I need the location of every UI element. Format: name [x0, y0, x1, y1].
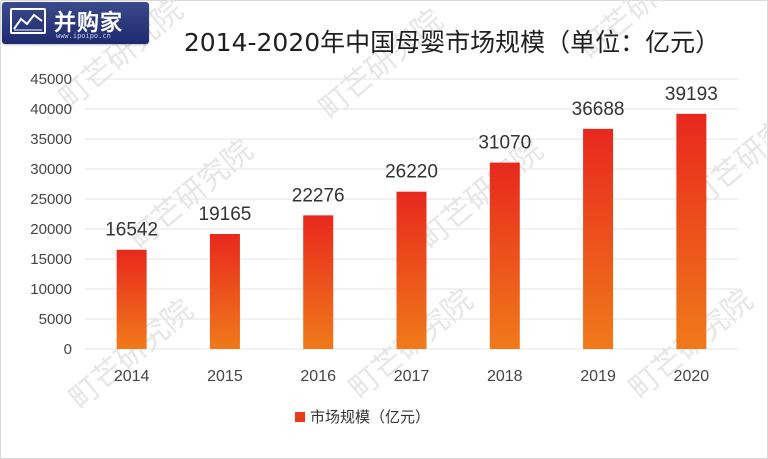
y-tick-label: 15000: [30, 251, 72, 268]
chart-title: 2014-2020年中国母婴市场规模（单位：亿元）: [184, 28, 720, 57]
y-tick-label: 20000: [30, 221, 72, 238]
data-label: 16542: [105, 220, 158, 241]
legend-label: 市场规模（亿元）: [310, 408, 430, 426]
x-tick-label: 2015: [207, 368, 243, 385]
x-tick-label: 2017: [394, 368, 430, 385]
x-tick-label: 2016: [300, 368, 336, 385]
y-tick-label: 35000: [30, 131, 72, 148]
x-tick-label: 2020: [674, 368, 710, 385]
x-tick-label: 2014: [114, 368, 150, 385]
gridlines: [85, 78, 738, 350]
bar: [396, 191, 427, 349]
data-label: 19165: [199, 204, 252, 225]
y-tick-label: 0: [64, 341, 72, 358]
bar: [489, 162, 520, 349]
y-tick-label: 25000: [30, 191, 72, 208]
bar: [116, 249, 147, 349]
x-axis-ticks: 2014 2015 2016 2017 2018 2019 2020: [114, 368, 709, 385]
y-tick-label: 10000: [30, 281, 72, 298]
data-labels: 16542 19165 22276 26220 31070 36688 39193: [105, 84, 718, 241]
bar: [676, 113, 707, 349]
y-tick-label: 45000: [30, 71, 72, 88]
watermark-text: 町芒研究院: [313, 3, 450, 126]
bars: [116, 113, 707, 349]
data-label: 31070: [478, 133, 531, 154]
data-label: 22276: [292, 185, 345, 206]
x-tick-label: 2019: [580, 368, 616, 385]
logo: 并购家 www.ipoipo.cn: [2, 2, 149, 44]
data-label: 26220: [385, 162, 438, 183]
y-tick-label: 40000: [30, 101, 72, 118]
data-label: 36688: [572, 99, 625, 120]
y-axis-ticks: 0 5000 10000 15000 20000 25000 30000 35000 40000…: [30, 71, 72, 358]
bar: [209, 234, 240, 349]
legend-swatch: [295, 412, 305, 422]
logo-url: www.ipoipo.cn: [56, 32, 111, 40]
bar: [583, 128, 614, 349]
x-tick-label: 2018: [487, 368, 523, 385]
logo-chart-icon: [10, 8, 46, 34]
y-tick-label: 30000: [30, 161, 72, 178]
data-label: 39193: [665, 84, 718, 105]
bar: [303, 215, 334, 349]
logo-text: 并购家: [54, 11, 124, 36]
y-tick-label: 5000: [39, 311, 72, 328]
legend: 市场规模（亿元）: [295, 408, 430, 426]
